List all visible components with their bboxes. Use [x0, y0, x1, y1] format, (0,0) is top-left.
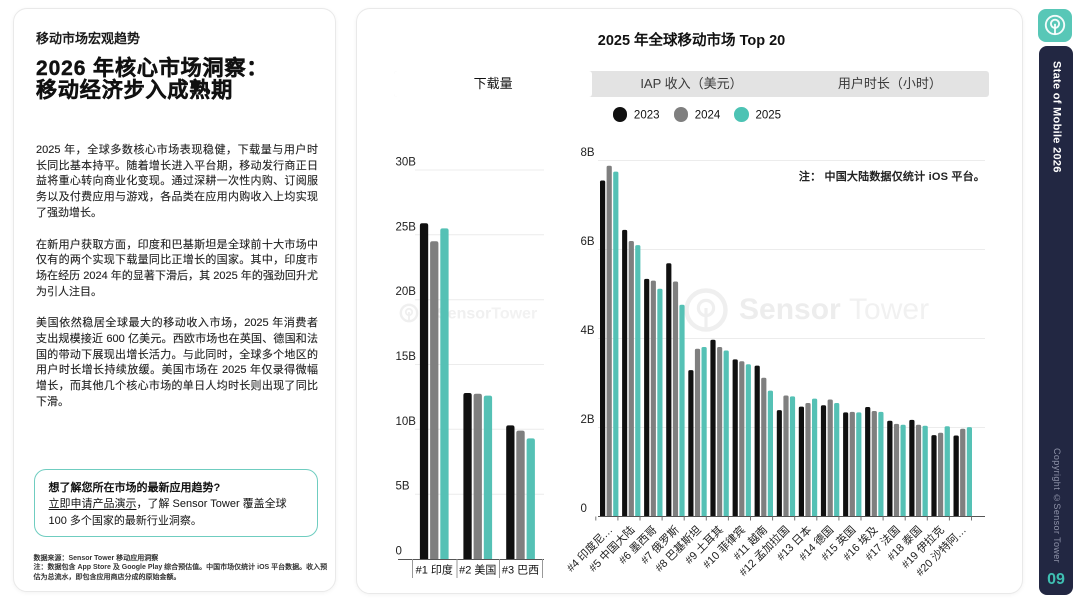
svg-text:#1 印度: #1 印度 — [416, 563, 453, 577]
svg-text:15B: 15B — [396, 351, 417, 363]
svg-text:SensorTower: SensorTower — [437, 306, 537, 323]
svg-text:6B: 6B — [581, 236, 595, 248]
svg-text:8B: 8B — [581, 147, 595, 159]
svg-text:10B: 10B — [396, 416, 417, 428]
svg-text:0: 0 — [581, 503, 587, 515]
svg-text:30B: 30B — [396, 157, 417, 169]
svg-text:5B: 5B — [396, 481, 410, 493]
svg-text:#2 美国: #2 美国 — [459, 564, 496, 577]
svg-text:25B: 25B — [396, 221, 417, 233]
svg-text:0: 0 — [396, 546, 402, 558]
svg-text:2B: 2B — [581, 414, 595, 426]
svg-text:4B: 4B — [581, 325, 595, 337]
svg-text:Sensor Tower: Sensor Tower — [739, 293, 929, 326]
svg-text:#3 巴西: #3 巴西 — [502, 565, 539, 577]
svg-text:20B: 20B — [396, 286, 417, 298]
